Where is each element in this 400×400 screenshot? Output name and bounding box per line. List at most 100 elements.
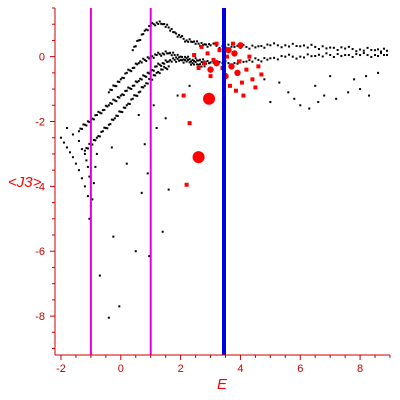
black-point — [193, 40, 196, 43]
black-point — [353, 78, 356, 81]
black-point — [122, 94, 125, 97]
black-point — [317, 48, 320, 51]
black-point — [71, 156, 74, 159]
black-point — [347, 45, 350, 48]
black-point — [124, 89, 127, 92]
black-point — [151, 55, 154, 58]
black-point — [125, 104, 128, 107]
red-point — [227, 83, 232, 88]
black-point — [92, 118, 95, 121]
black-point — [118, 305, 121, 308]
black-point — [128, 102, 131, 105]
black-point — [245, 60, 248, 63]
black-point — [106, 127, 109, 130]
black-point — [154, 24, 157, 27]
black-point — [209, 44, 212, 47]
black-point — [196, 40, 199, 43]
black-point — [303, 44, 306, 47]
black-point — [280, 46, 283, 49]
black-point — [91, 143, 94, 146]
black-point — [101, 130, 104, 133]
black-point — [152, 23, 155, 26]
black-point — [155, 21, 158, 24]
black-point — [176, 35, 179, 38]
black-point — [109, 88, 112, 91]
x-tick-label: 8 — [357, 363, 363, 375]
y-tick-label: 0 — [39, 52, 45, 64]
black-point — [119, 78, 122, 81]
black-point — [119, 110, 122, 113]
black-point — [260, 60, 263, 63]
red-point — [244, 67, 249, 72]
black-point — [131, 49, 134, 52]
black-point — [291, 55, 294, 58]
black-point — [146, 82, 149, 85]
red-point — [196, 65, 201, 70]
black-point — [86, 120, 89, 123]
black-point — [121, 93, 124, 96]
black-point — [191, 58, 194, 61]
black-point — [166, 52, 169, 55]
black-point — [110, 118, 113, 121]
black-point — [142, 86, 145, 89]
black-point — [362, 49, 365, 52]
black-point — [173, 31, 176, 34]
black-point — [344, 47, 347, 50]
black-point — [167, 65, 170, 68]
black-point — [164, 50, 167, 53]
black-point — [197, 59, 200, 62]
black-point — [124, 72, 127, 75]
axes: -2 0 2 4 6 8 0 -2 -4 -6 -8 — [35, 7, 391, 375]
black-point — [377, 71, 380, 74]
black-point — [59, 136, 62, 139]
black-point — [196, 59, 199, 62]
black-point — [254, 57, 257, 60]
black-point — [386, 54, 389, 57]
black-point — [94, 139, 97, 142]
black-point — [203, 43, 206, 46]
black-point — [190, 40, 193, 43]
black-point — [325, 52, 328, 55]
black-point — [148, 255, 151, 258]
black-point — [161, 23, 164, 26]
black-point — [83, 123, 86, 126]
black-point — [359, 88, 362, 91]
black-point — [299, 104, 302, 107]
black-point — [166, 68, 169, 71]
black-point — [136, 63, 139, 66]
black-point — [157, 51, 160, 54]
black-point — [158, 20, 161, 23]
black-point — [95, 152, 98, 155]
black-point — [92, 138, 95, 141]
black-point — [107, 123, 110, 126]
black-point — [131, 66, 134, 69]
black-point — [263, 57, 266, 60]
black-point — [194, 60, 197, 63]
black-point — [137, 39, 140, 42]
black-point — [85, 124, 88, 127]
black-point — [169, 51, 172, 54]
black-point — [122, 77, 125, 80]
black-point — [104, 104, 107, 107]
red-point — [184, 182, 189, 187]
black-point — [206, 60, 209, 63]
black-point — [62, 141, 65, 144]
x-tick-label: 4 — [237, 363, 243, 375]
black-point — [185, 39, 188, 42]
black-point — [194, 57, 197, 60]
black-point — [167, 52, 170, 55]
black-point — [140, 78, 143, 81]
black-point — [91, 117, 94, 120]
black-point — [148, 78, 151, 81]
black-point — [160, 22, 163, 25]
black-point — [134, 62, 137, 65]
black-point — [206, 45, 209, 48]
black-point — [77, 169, 80, 172]
black-point — [288, 53, 291, 56]
black-point — [291, 42, 294, 45]
black-point — [116, 96, 119, 99]
black-point — [115, 114, 118, 117]
black-point — [365, 75, 368, 78]
black-point — [146, 71, 149, 74]
black-point — [266, 43, 269, 46]
